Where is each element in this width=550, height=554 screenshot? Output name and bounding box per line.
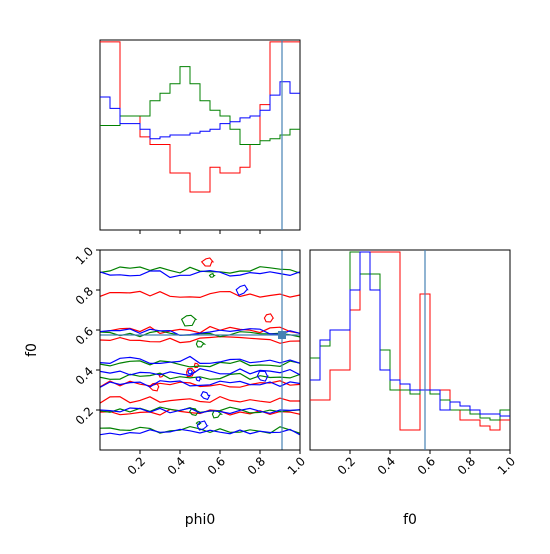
- contour-ytick-label-2: 0.6: [73, 324, 96, 347]
- hist-f0-frame: [309, 249, 511, 451]
- contour-ytick-label-3: 0.8: [73, 284, 96, 307]
- contour-blue-band-1: [100, 407, 300, 415]
- hist-phi0-series-red: [100, 41, 300, 193]
- hist-phi0-xticks: [139, 230, 261, 234]
- hist-phi0-frame: [99, 39, 301, 231]
- hist-phi0-series-blue: [100, 81, 300, 140]
- contour-ytick-label-0: 0.2: [73, 404, 96, 427]
- contour-xtick-label-4: 1.0: [285, 454, 308, 477]
- contour-xtick-label-0: 0.2: [125, 454, 148, 477]
- contour-green-band-3: [100, 360, 300, 368]
- contour-blue-blob-3: [196, 420, 209, 431]
- hist-f0-panel: 0.2 0.4 0.6 0.8 1.0 f0: [309, 249, 518, 528]
- contour-blue-band-4: [100, 355, 300, 365]
- truth-marker: [278, 331, 286, 339]
- hist-f0-series-red: [310, 251, 510, 431]
- contour-frame: [99, 249, 301, 451]
- contour-green-blob-1: [195, 420, 202, 426]
- contour-phi0-f0-panel: 0.2 0.4 0.6 0.8 1.0 0.2 0.4 0.6 0.8 1.0 phi0 f0: [24, 244, 308, 528]
- hist-phi0-series-green: [100, 66, 300, 145]
- contour-blue-blob-5: [256, 370, 269, 382]
- hist-f0-xtick-label-1: 0.4: [375, 454, 398, 477]
- contour-blue-band-6: [100, 269, 300, 279]
- contour-xtick-label-2: 0.6: [205, 454, 228, 477]
- contour-y-ticks: 0.2 0.4 0.6 0.8 1.0: [73, 244, 100, 428]
- contour-red-band-4: [100, 325, 300, 335]
- contour-blue-band-3: [100, 368, 300, 377]
- contour-green-band-2: [100, 372, 300, 380]
- contour-ylabel: f0: [24, 343, 40, 357]
- contour-x-ticks: 0.2 0.4 0.6 0.8 1.0: [125, 450, 308, 478]
- hist-f0-series-green: [310, 251, 510, 421]
- contour-series-group: [100, 257, 300, 436]
- contour-xtick-label-1: 0.4: [165, 454, 188, 477]
- contour-xtick-label-3: 0.8: [245, 454, 268, 477]
- contour-blue-blob-4: [200, 391, 211, 401]
- hist-f0-xtick-label-3: 0.8: [455, 454, 478, 477]
- contour-red-band-1: [100, 395, 300, 404]
- contour-blue-blob-2: [195, 376, 203, 382]
- contour-green-blob-2: [180, 314, 198, 327]
- contour-green-band-1: [100, 406, 300, 414]
- contour-blue-blob-1: [187, 369, 194, 375]
- contour-ytick-label-1: 0.4: [73, 364, 96, 387]
- contour-red-blob-4: [263, 313, 275, 323]
- contour-red-band-3: [100, 336, 300, 344]
- hist-f0-xtick-label-2: 0.6: [415, 454, 438, 477]
- contour-ytick-label-4: 1.0: [73, 244, 96, 267]
- contour-red-blob-5: [200, 257, 215, 267]
- hist-phi0-series-group: [100, 41, 300, 193]
- contour-green-blob-5: [195, 340, 207, 348]
- contour-blue-band-2: [100, 380, 300, 388]
- hist-f0-series-blue: [310, 251, 510, 417]
- contour-xlabel: phi0: [185, 512, 216, 528]
- hist-f0-series-group: [310, 251, 510, 431]
- contour-red-band-5: [100, 290, 300, 299]
- contour-blue-blob-0: [235, 284, 249, 297]
- hist-f0-xlabel: f0: [403, 512, 417, 528]
- contour-blue-band-5: [100, 328, 300, 337]
- hist-f0-xtick-label-0: 0.2: [335, 454, 358, 477]
- contour-blue-band-0: [100, 428, 300, 436]
- hist-f0-xtick-label-4: 1.0: [495, 454, 518, 477]
- hist-phi0-panel: [99, 39, 301, 234]
- hist-f0-xticks: 0.2 0.4 0.6 0.8 1.0: [335, 450, 518, 478]
- contour-green-blob-3: [208, 272, 216, 278]
